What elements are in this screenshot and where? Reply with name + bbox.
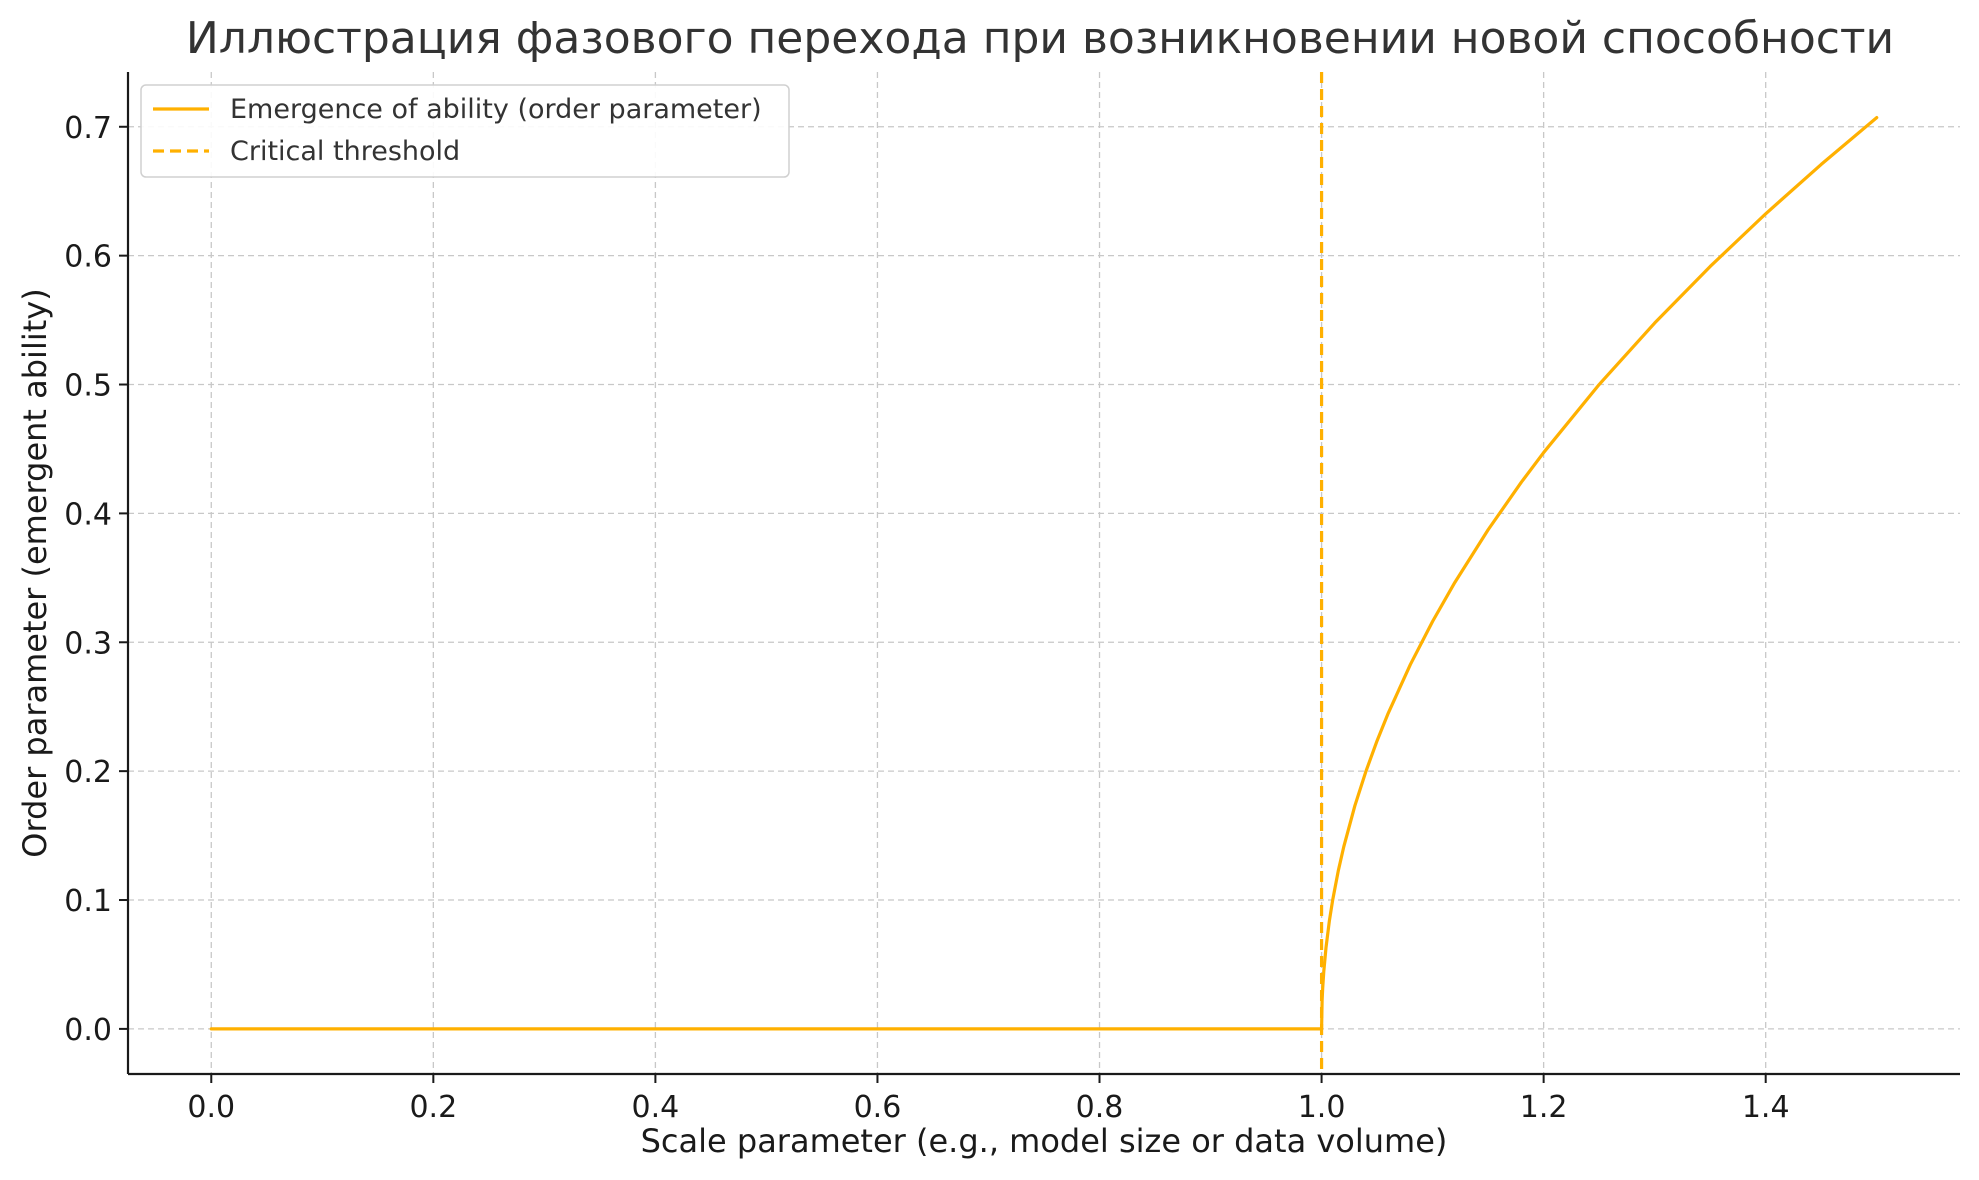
- y-axis-label: Order parameter (emergent ability): [16, 288, 54, 857]
- x-tick-label: 0.4: [632, 1090, 680, 1125]
- y-axis-ticks: 0.0 0.1 0.2 0.3 0.4 0.5 0.6 0.7: [64, 111, 128, 1048]
- y-tick-label: 0.2: [64, 755, 112, 790]
- y-tick-label: 0.5: [64, 369, 112, 404]
- x-tick-label: 1.2: [1520, 1090, 1568, 1125]
- x-tick-label: 0.8: [1076, 1090, 1124, 1125]
- x-tick-label: 1.0: [1298, 1090, 1346, 1125]
- x-tick-label: 0.2: [409, 1090, 457, 1125]
- grid: [128, 72, 1960, 1074]
- chart-title: Иллюстрация фазового перехода при возник…: [186, 13, 1894, 64]
- x-axis-label: Scale parameter (e.g., model size or dat…: [641, 1122, 1448, 1160]
- y-tick-label: 0.6: [64, 240, 112, 275]
- x-tick-label: 0.6: [854, 1090, 902, 1125]
- y-tick-label: 0.1: [64, 884, 112, 919]
- y-tick-label: 0.7: [64, 111, 112, 146]
- y-tick-label: 0.0: [64, 1013, 112, 1048]
- legend-label-threshold: Critical threshold: [230, 136, 460, 167]
- x-tick-label: 1.4: [1742, 1090, 1790, 1125]
- y-tick-label: 0.3: [64, 626, 112, 661]
- legend-box: [140, 84, 790, 178]
- series-line-ability: [209, 116, 1879, 1031]
- y-tick-label: 0.4: [64, 497, 112, 532]
- x-tick-label: 0.0: [187, 1090, 235, 1125]
- plot-area: [209, 72, 1879, 1074]
- x-axis-ticks: 0.0 0.2 0.4 0.6 0.8 1.0 1.2 1.4: [187, 1074, 1790, 1125]
- legend: Emergence of ability (order parameter) C…: [140, 84, 790, 178]
- legend-label-ability: Emergence of ability (order parameter): [230, 94, 762, 125]
